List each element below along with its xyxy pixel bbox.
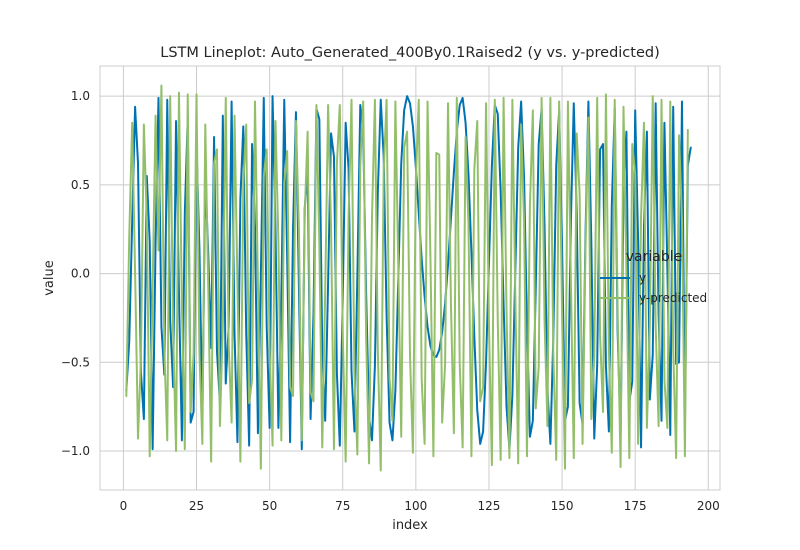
x-tick-label: 200 — [697, 499, 720, 513]
y-tick-label: 1.0 — [71, 89, 90, 103]
x-tick-label: 125 — [478, 499, 501, 513]
chart-title: LSTM Lineplot: Auto_Generated_400By0.1Ra… — [160, 45, 660, 61]
y-tick-label: 0.0 — [71, 267, 90, 281]
x-tick-labels: 0 25 50 75 100 125 150 175 200 — [120, 499, 720, 513]
x-tick-label: 150 — [551, 499, 574, 513]
y-axis-label: value — [42, 260, 57, 296]
x-axis-label: index — [392, 518, 428, 533]
series-layer — [125, 84, 692, 472]
x-tick-label: 25 — [189, 499, 204, 513]
x-tick-label: 100 — [404, 499, 427, 513]
y-tick-label: 0.5 — [71, 178, 90, 192]
series-line-y — [125, 95, 692, 451]
plot-frame — [99, 65, 721, 491]
legend: variable y y-predicted — [600, 249, 707, 305]
y-tick-labels: −1.0 −0.5 0.0 0.5 1.0 — [61, 89, 90, 458]
x-tick-label: 175 — [624, 499, 647, 513]
legend-label-y-predicted: y-predicted — [639, 291, 707, 305]
y-tick-label: −1.0 — [61, 444, 90, 458]
x-tick-label: 0 — [120, 499, 128, 513]
series-line-y-predicted — [125, 84, 689, 472]
y-tick-label: −0.5 — [61, 355, 90, 369]
x-tick-label: 50 — [262, 499, 277, 513]
legend-label-y: y — [639, 271, 646, 285]
x-tick-label: 75 — [335, 499, 350, 513]
legend-title: variable — [626, 249, 682, 265]
